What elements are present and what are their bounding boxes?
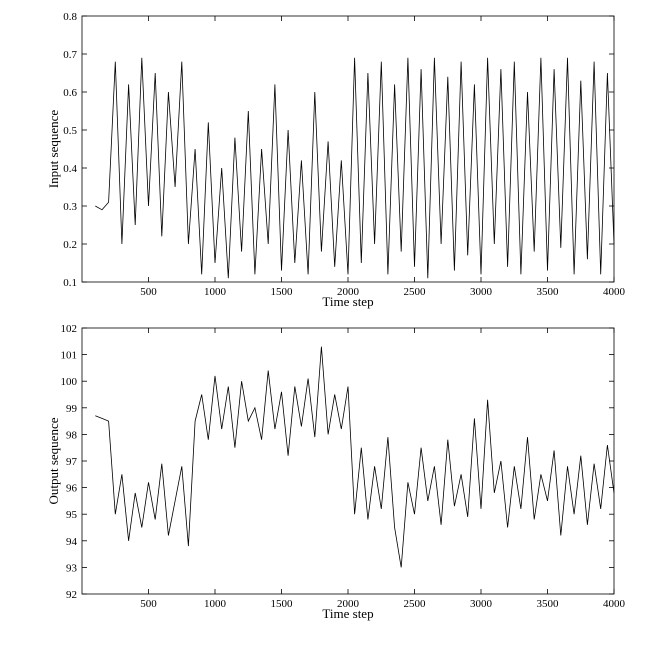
- plot-frame: [81, 327, 615, 595]
- y-tick-label: 0.8: [63, 11, 77, 23]
- y-tick-label: 0.5: [63, 125, 77, 137]
- x-tick-label: 3000: [470, 598, 493, 610]
- y-tick-label: 102: [61, 323, 78, 335]
- x-tick-label: 2000: [337, 286, 360, 298]
- x-tick-label: 1500: [271, 598, 294, 610]
- y-tick-label: 96: [66, 483, 78, 495]
- y-tick-label: 0.2: [63, 239, 77, 251]
- y-tick-label: 0.3: [63, 201, 77, 213]
- y-tick-label: 0.6: [63, 87, 77, 99]
- y-axis-label: Input sequence: [46, 110, 61, 189]
- x-tick-label: 4000: [603, 598, 626, 610]
- data-line: [95, 57, 615, 279]
- x-tick-label: 3500: [537, 598, 560, 610]
- x-tick-label: 2500: [404, 286, 427, 298]
- y-tick-label: 98: [66, 429, 78, 441]
- x-tick-label: 1000: [204, 286, 227, 298]
- y-tick-label: 101: [61, 350, 78, 362]
- y-axis-label: Output sequence: [46, 417, 61, 504]
- y-tick-label: 92: [66, 589, 77, 601]
- x-tick-label: 1000: [204, 598, 227, 610]
- x-axis-label: Time step: [322, 606, 373, 621]
- x-axis-label: Time step: [322, 294, 373, 309]
- x-tick-label: 1500: [271, 286, 294, 298]
- x-tick-label: 2000: [337, 598, 360, 610]
- x-tick-label: 500: [140, 286, 157, 298]
- y-tick-label: 100: [61, 376, 78, 388]
- y-tick-label: 95: [66, 509, 78, 521]
- x-tick-label: 4000: [603, 286, 626, 298]
- x-tick-label: 500: [140, 598, 157, 610]
- x-tick-label: 2500: [404, 598, 427, 610]
- y-tick-label: 0.1: [63, 277, 77, 289]
- data-line: [95, 346, 615, 568]
- y-tick-label: 99: [66, 403, 78, 415]
- x-tick-label: 3000: [470, 286, 493, 298]
- y-tick-label: 94: [66, 536, 78, 548]
- y-tick-label: 97: [66, 456, 78, 468]
- x-tick-label: 3500: [537, 286, 560, 298]
- y-tick-label: 93: [66, 562, 78, 574]
- y-tick-label: 0.4: [63, 163, 77, 175]
- y-tick-label: 0.7: [63, 49, 77, 61]
